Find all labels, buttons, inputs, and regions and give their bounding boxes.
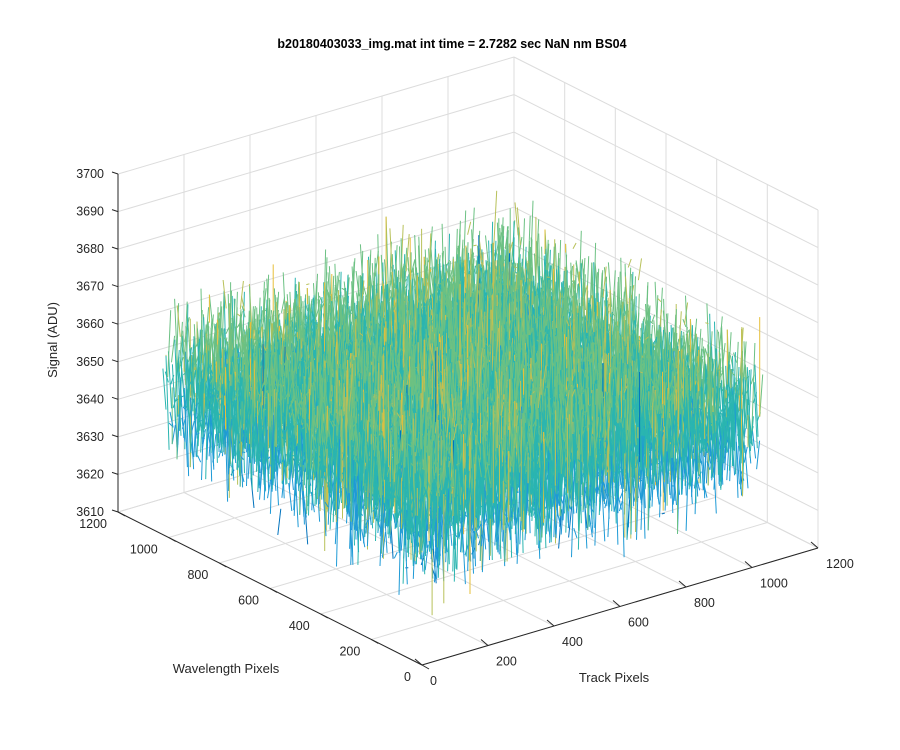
side-wall-grid-line-z [513, 94, 819, 249]
surface-segment [195, 341, 200, 410]
y-tick-mark [117, 511, 126, 517]
surface-segment [485, 235, 489, 266]
x-tick-mark [744, 561, 753, 568]
surface-segment [242, 451, 246, 453]
surface-segment [351, 266, 356, 330]
surface-segment [171, 364, 176, 424]
surface-segment [188, 379, 193, 387]
surface-segment [334, 284, 339, 306]
surface-segment [171, 335, 176, 363]
side-wall-grid-line-z [513, 169, 819, 324]
back-wall-grid-line-z [117, 206, 515, 325]
surface-segment [241, 296, 246, 311]
surface-segment [167, 310, 172, 378]
y-tick-mark [320, 613, 328, 619]
back-wall-grid-line-z [117, 131, 515, 250]
x-tick-mark [480, 639, 489, 646]
chart-title: b20180403033_img.mat int time = 2.7282 s… [277, 37, 626, 51]
surface-segment [190, 397, 195, 470]
surface-segment [178, 321, 183, 372]
z-tick-mark [111, 171, 119, 175]
y-tick-mark [219, 562, 227, 568]
surface-segment [473, 244, 477, 247]
surface-segment [393, 245, 398, 307]
surface-segment [177, 362, 182, 436]
surface-segment [320, 303, 325, 311]
z-tick-mark [111, 359, 119, 363]
z-tick-mark [111, 396, 119, 400]
z-tick-mark [111, 321, 119, 325]
surface-segment [213, 322, 218, 388]
surface-segment [186, 359, 191, 453]
surface-segment [183, 387, 188, 468]
surface-segment [169, 411, 174, 428]
side-wall-grid-line-z [513, 131, 819, 286]
z-tick-mark [111, 284, 119, 288]
side-wall-grid-line-z [513, 206, 819, 361]
surface-segment [239, 280, 244, 310]
z-tick-mark [111, 246, 119, 250]
floor-grid-line-y [371, 522, 768, 640]
surface-segment [405, 234, 410, 272]
y-tick-mark [421, 664, 430, 670]
y-tick-mark [371, 639, 379, 644]
axes [111, 171, 819, 670]
surface-segment [184, 404, 189, 411]
z-tick-mark [111, 471, 119, 475]
floor-grid-line-y [320, 496, 717, 615]
surface-segment [204, 321, 209, 354]
back-wall-grid-line-z [117, 169, 515, 288]
surface-mesh [162, 190, 764, 616]
z-tick-mark [111, 434, 119, 438]
surface-segment [182, 330, 187, 386]
surface-segment [209, 314, 214, 357]
surface-segment [412, 271, 417, 287]
surface-segment [181, 418, 186, 443]
surface-segment [162, 368, 167, 410]
surface-segment [306, 283, 310, 286]
x-tick-mark [678, 580, 687, 588]
surface-segment [411, 259, 416, 273]
y-tick-mark [269, 588, 278, 593]
surface-segment [402, 269, 407, 300]
surface-segment [174, 339, 179, 417]
back-wall-grid-line-z [117, 94, 515, 213]
surface-segment [171, 424, 176, 445]
surface-segment [176, 305, 181, 337]
y-tick-mark [168, 537, 176, 542]
x-tick-mark [612, 600, 621, 607]
surface-segment [198, 309, 203, 399]
surface-segment [164, 371, 169, 383]
side-wall-grid-line-z [513, 56, 819, 211]
surface-segment [201, 437, 205, 439]
surface-segment [467, 221, 472, 235]
surface-segment [168, 422, 173, 427]
surface-segment [186, 389, 191, 430]
x-tick-mark [810, 541, 819, 549]
z-tick-mark [111, 509, 119, 513]
surface-segment [207, 322, 212, 389]
surface-segment [179, 335, 184, 431]
surface-segment [514, 202, 519, 236]
surface-segment [262, 288, 267, 323]
surface-segment [212, 325, 217, 349]
surface-segment [493, 190, 498, 250]
x-tick-mark [546, 619, 555, 627]
surface-segment [165, 355, 170, 450]
back-wall-grid-line-z [117, 56, 515, 175]
x-tick-mark [414, 658, 423, 666]
z-tick-mark [111, 209, 119, 213]
surface-segment [225, 326, 230, 335]
surface-segment [446, 259, 451, 266]
